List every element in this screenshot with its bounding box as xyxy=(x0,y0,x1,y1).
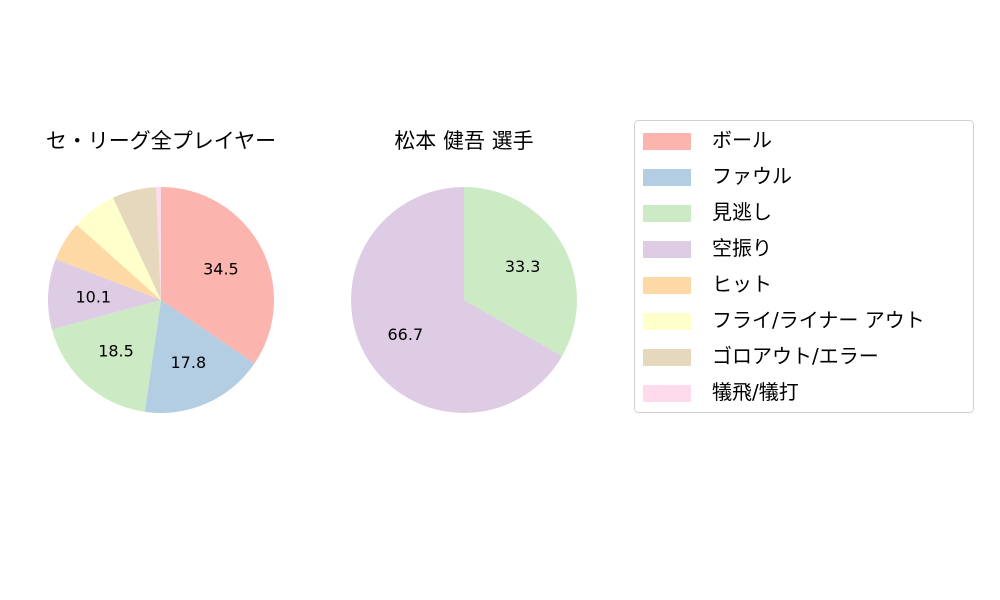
pie2-title: 松本 健吾 選手 xyxy=(394,129,533,153)
legend-label-0: ボール xyxy=(712,128,772,152)
legend-label-4: ヒット xyxy=(712,272,772,296)
legend-swatch-4 xyxy=(643,277,691,294)
pie2-slice-0 xyxy=(464,187,577,357)
legend-swatch-0 xyxy=(643,133,691,150)
legend-label-6: ゴロアウト/エラー xyxy=(712,344,879,368)
pie1: 34.5 17.8 18.5 10.1 xyxy=(47,187,274,413)
legend-label-2: 見逃し xyxy=(712,200,772,224)
legend-frame xyxy=(634,120,974,413)
pie1-slice-4 xyxy=(55,224,161,300)
legend-swatch-1 xyxy=(643,169,691,186)
pie1-slice-3 xyxy=(47,259,161,330)
pie2-slice-1 xyxy=(351,187,562,413)
pie1-slice-5 xyxy=(76,197,161,300)
pie1-slice-2 xyxy=(51,300,161,412)
pie1-title: セ・リーグ全プレイヤー xyxy=(46,129,276,153)
legend-label-7: 犠飛/犠打 xyxy=(712,380,799,404)
pie1-label-0: 34.5 xyxy=(203,259,239,278)
legend-swatch-2 xyxy=(643,205,691,222)
legend-label-1: ファウル xyxy=(712,164,792,188)
pie1-slice-0 xyxy=(161,187,274,364)
pie2-label-0: 33.3 xyxy=(505,257,541,276)
pie1-label-3: 10.1 xyxy=(75,287,111,306)
pie2-label-1: 66.7 xyxy=(388,325,424,344)
legend-label-3: 空振り xyxy=(712,236,772,260)
pie2: 33.3 66.7 xyxy=(351,187,577,413)
legend-swatch-7 xyxy=(643,385,691,402)
pie1-label-2: 18.5 xyxy=(98,342,134,361)
legend-label-5: フライ/ライナー アウト xyxy=(712,308,925,332)
legend-swatch-5 xyxy=(643,313,691,330)
pie1-label-1: 17.8 xyxy=(171,353,207,372)
pie1-slice-7 xyxy=(156,187,161,300)
pie1-slice-1 xyxy=(144,300,255,413)
legend-swatch-3 xyxy=(643,241,691,258)
pie1-slice-6 xyxy=(112,187,161,300)
legend-swatch-6 xyxy=(643,349,691,366)
